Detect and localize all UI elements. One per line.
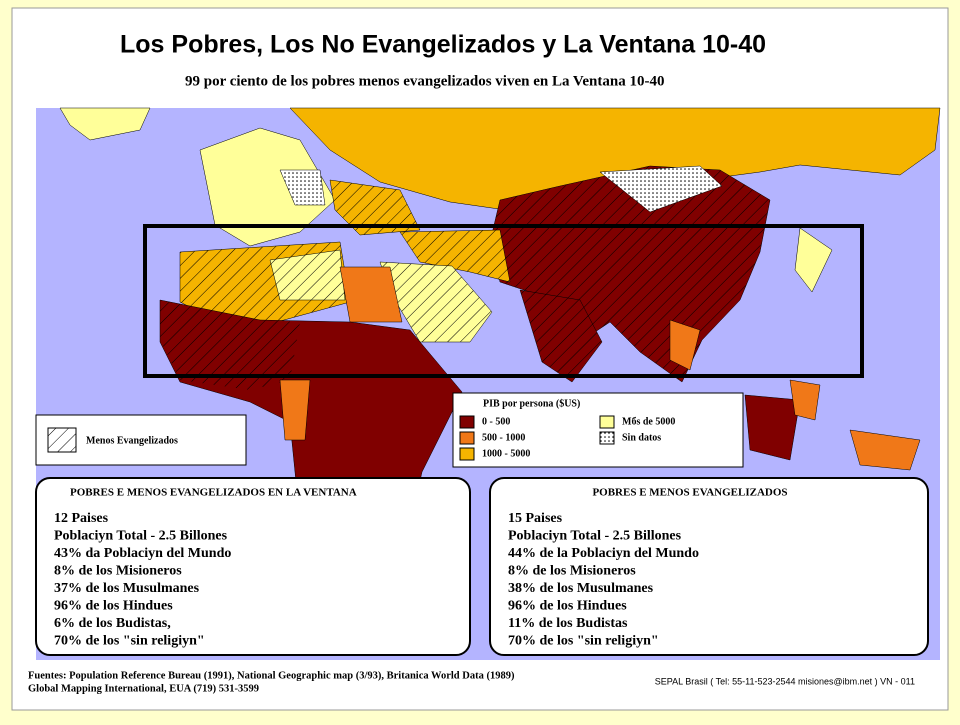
hatch-label: Menos Evangelizados [86, 435, 178, 446]
stat-boxes: POBRES E MENOS EVANGELIZADOS EN LA VENTA… [35, 477, 929, 656]
legend-label: Mбs de 5000 [622, 416, 675, 427]
hatch-legend: Menos Evangelizados [35, 414, 247, 466]
box-line: 37% de los Musulmanes [54, 581, 200, 596]
box-title: POBRES E MENOS EVANGELIZADOS [592, 487, 787, 499]
box-line: Poblaciyn Total - 2.5 Billones [54, 529, 228, 544]
legend-swatch [599, 415, 615, 429]
legend-label: 1000 - 5000 [482, 448, 530, 459]
box-line: 96% de los Hindues [54, 599, 173, 614]
legend-swatch [459, 447, 475, 461]
box-line: 43% da Poblaciyn del Mundo [54, 546, 231, 561]
box-line: 70% de los "sin religiyn" [508, 634, 659, 649]
window-10-40 [143, 224, 864, 378]
box-line: 8% de los Misioneros [54, 564, 182, 579]
credit: SEPAL Brasil ( Tel: 55-11-523-2544 misio… [655, 676, 915, 686]
title: Los Pobres, Los No Evangelizados y La Ve… [120, 31, 766, 59]
box-line: 70% de los "sin religiyn" [54, 634, 205, 649]
legend-swatch [599, 431, 615, 445]
stat-box [35, 477, 471, 656]
box-line: 15 Paises [508, 511, 563, 526]
gdp-legend-title: PIB por persona ($US) [483, 398, 580, 409]
legend-label: 0 - 500 [482, 416, 510, 427]
box-line: 8% de los Misioneros [508, 564, 636, 579]
source-line: Fuentes: Population Reference Bureau (19… [28, 670, 515, 681]
footer-bg [24, 662, 944, 706]
box-line: 11% de los Budistas [508, 616, 628, 631]
box-line: 96% de los Hindues [508, 599, 627, 614]
legend-swatch [459, 431, 475, 445]
box-line: 44% de la Poblaciyn del Mundo [508, 546, 699, 561]
box-title: POBRES E MENOS EVANGELIZADOS EN LA VENTA… [70, 487, 357, 499]
legend-label: Sin datos [622, 432, 661, 443]
stat-box [489, 477, 929, 656]
box-line: 6% de los Budistas, [54, 616, 171, 631]
legend-label: 500 - 1000 [482, 432, 525, 443]
box-line: 12 Paises [54, 511, 109, 526]
source-line: Global Mapping International, EUA (719) … [28, 683, 259, 694]
legend-swatch [459, 415, 475, 429]
box-line: 38% de los Musulmanes [508, 581, 654, 596]
subtitle: 99 por ciento de los pobres menos evange… [185, 73, 664, 89]
box-line: Poblaciyn Total - 2.5 Billones [508, 529, 682, 544]
gdp-legend: PIB por persona ($US) 0 - 500 500 - 1000 1… [452, 392, 744, 468]
